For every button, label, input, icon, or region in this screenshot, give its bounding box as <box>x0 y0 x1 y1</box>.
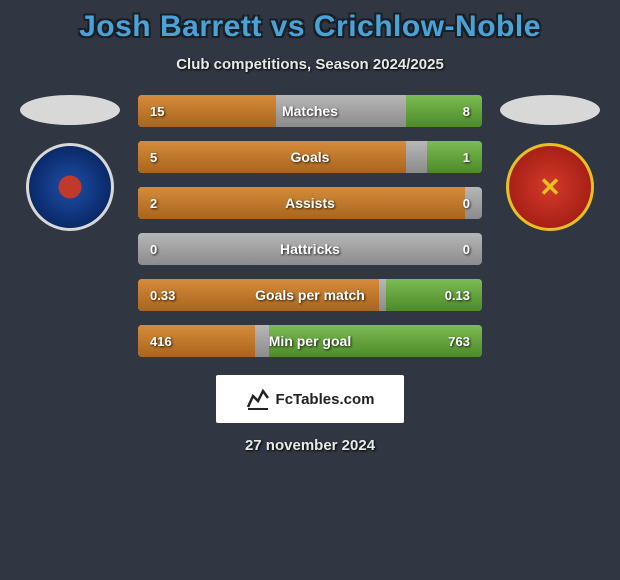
stat-bar: 0 0Hattricks <box>138 233 482 265</box>
bar-fill-right <box>269 325 482 357</box>
bar-value-left: 0 <box>150 233 157 265</box>
avatar-placeholder-right <box>500 95 600 125</box>
bar-fill-left <box>138 187 465 219</box>
stat-bar: 0.330.13Goals per match <box>138 279 482 311</box>
stat-bar: 416763Min per goal <box>138 325 482 357</box>
bar-value-right: 0 <box>463 233 470 265</box>
bar-fill-right <box>427 141 482 173</box>
chart-icon <box>246 387 270 411</box>
comparison-bars: 158Matches 51Goals 20Assists 0 0Hattricks 0.3… <box>138 95 482 357</box>
bar-fill-right <box>386 279 482 311</box>
comparison-main: 158Matches 51Goals 20Assists 0 0Hattricks 0.3… <box>0 95 620 357</box>
stat-bar: 20Assists <box>138 187 482 219</box>
player-left-side <box>20 95 120 231</box>
page-title: Josh Barrett vs Crichlow-Noble <box>0 0 620 44</box>
page-subtitle: Club competitions, Season 2024/2025 <box>0 56 620 73</box>
bar-fill-left <box>138 95 276 127</box>
stat-bar: 51Goals <box>138 141 482 173</box>
stat-bar: 158Matches <box>138 95 482 127</box>
bar-fill-left <box>138 141 406 173</box>
bar-fill-right <box>406 95 482 127</box>
date-label: 27 november 2024 <box>0 437 620 454</box>
bar-fill-left <box>138 325 255 357</box>
avatar-placeholder-left <box>20 95 120 125</box>
club-crest-left <box>26 143 114 231</box>
brand-label: FcTables.com <box>276 391 375 408</box>
brand-footer[interactable]: FcTables.com <box>216 375 404 423</box>
bar-fill-left <box>138 279 379 311</box>
player-right-side <box>500 95 600 231</box>
bar-label: Hattricks <box>138 233 482 265</box>
club-crest-right <box>506 143 594 231</box>
